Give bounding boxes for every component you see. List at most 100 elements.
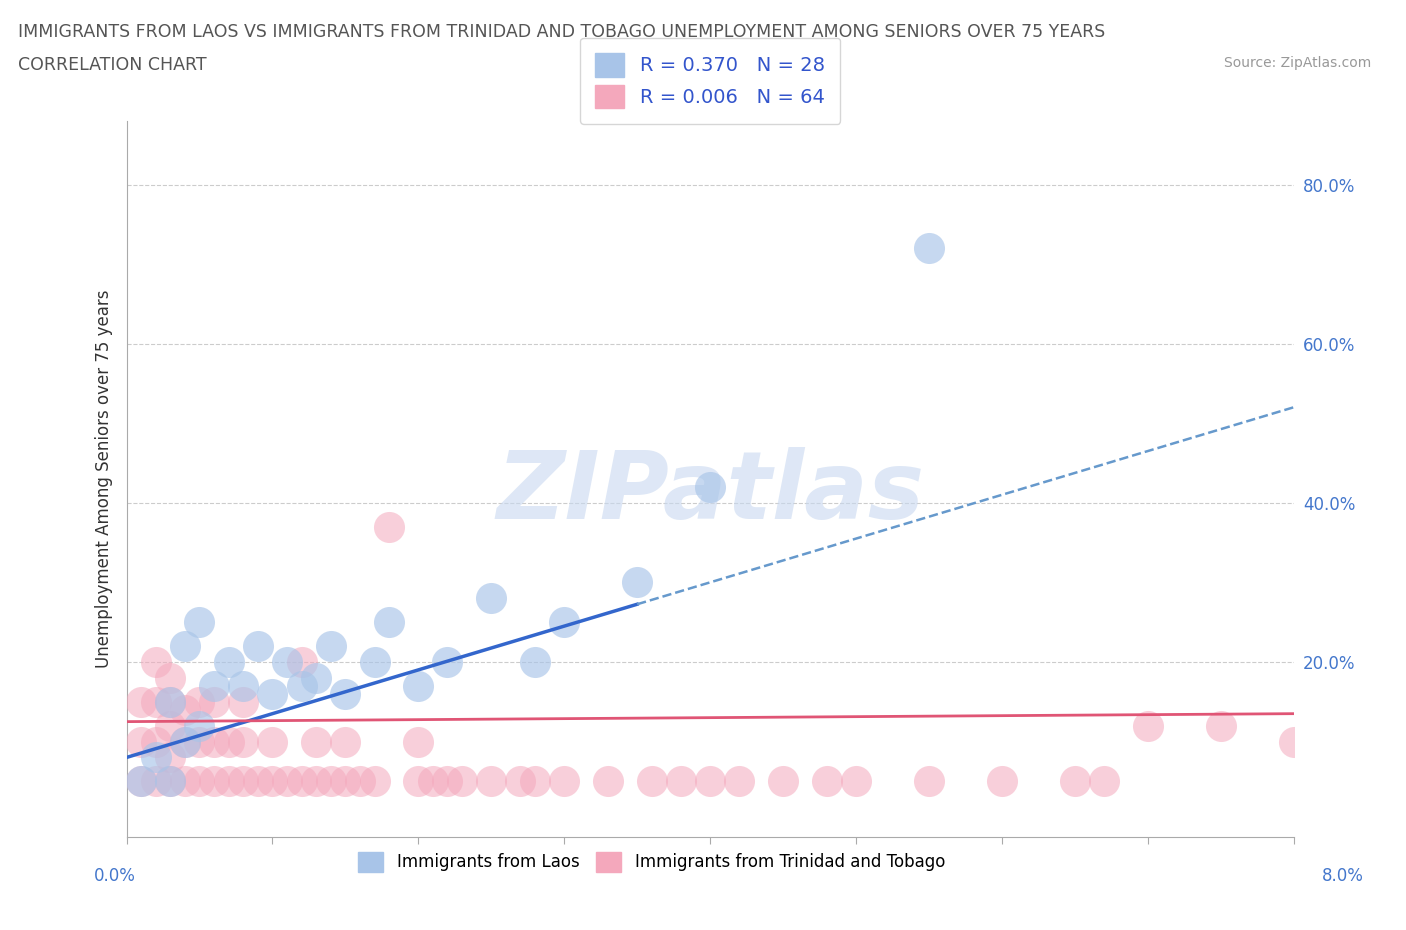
Point <box>335 686 357 701</box>
Point <box>129 774 152 789</box>
Text: 8.0%: 8.0% <box>1322 867 1364 885</box>
Point <box>129 695 152 710</box>
Point <box>363 655 385 670</box>
Point <box>145 655 167 670</box>
Point <box>276 774 298 789</box>
Point <box>188 718 211 733</box>
Point <box>509 774 531 789</box>
Point <box>845 774 868 789</box>
Text: IMMIGRANTS FROM LAOS VS IMMIGRANTS FROM TRINIDAD AND TOBAGO UNEMPLOYMENT AMONG S: IMMIGRANTS FROM LAOS VS IMMIGRANTS FROM … <box>18 23 1105 41</box>
Text: Source: ZipAtlas.com: Source: ZipAtlas.com <box>1223 56 1371 70</box>
Point <box>188 615 211 630</box>
Point <box>202 678 225 693</box>
Point <box>218 774 240 789</box>
Point <box>159 695 181 710</box>
Point <box>772 774 794 789</box>
Point <box>523 655 546 670</box>
Point <box>335 734 357 749</box>
Point <box>188 695 211 710</box>
Point <box>1282 734 1305 749</box>
Point <box>202 695 225 710</box>
Point <box>553 615 575 630</box>
Point <box>262 686 284 701</box>
Point <box>174 734 197 749</box>
Text: ZIPatlas: ZIPatlas <box>496 447 924 539</box>
Point <box>159 718 181 733</box>
Point <box>422 774 444 789</box>
Point <box>335 774 357 789</box>
Point <box>290 655 312 670</box>
Point <box>990 774 1012 789</box>
Point <box>436 774 458 789</box>
Point <box>626 575 648 590</box>
Point <box>174 639 197 654</box>
Point <box>1092 774 1115 789</box>
Point <box>523 774 546 789</box>
Point <box>159 774 181 789</box>
Point <box>232 695 254 710</box>
Point <box>918 774 941 789</box>
Point <box>145 734 167 749</box>
Point <box>699 480 721 495</box>
Point <box>408 678 430 693</box>
Point <box>174 734 197 749</box>
Point <box>305 671 328 685</box>
Point <box>246 774 269 789</box>
Point <box>174 774 197 789</box>
Point <box>145 750 167 764</box>
Point <box>378 615 401 630</box>
Point <box>918 241 941 256</box>
Point <box>1136 718 1159 733</box>
Point <box>262 734 284 749</box>
Point <box>232 678 254 693</box>
Point <box>218 655 240 670</box>
Point <box>669 774 692 789</box>
Point <box>596 774 619 789</box>
Point <box>349 774 371 789</box>
Point <box>159 774 181 789</box>
Point <box>451 774 474 789</box>
Point <box>436 655 458 670</box>
Point <box>159 671 181 685</box>
Point <box>640 774 664 789</box>
Text: 0.0%: 0.0% <box>94 867 136 885</box>
Point <box>699 774 721 789</box>
Point <box>1063 774 1085 789</box>
Point <box>1209 718 1232 733</box>
Point <box>319 639 342 654</box>
Point <box>305 734 328 749</box>
Point <box>174 702 197 717</box>
Point <box>553 774 575 789</box>
Y-axis label: Unemployment Among Seniors over 75 years: Unemployment Among Seniors over 75 years <box>94 290 112 668</box>
Point <box>202 734 225 749</box>
Point <box>246 639 269 654</box>
Point <box>290 774 312 789</box>
Point <box>129 734 152 749</box>
Point <box>159 750 181 764</box>
Point <box>202 774 225 789</box>
Point <box>815 774 838 789</box>
Point <box>290 678 312 693</box>
Point <box>378 519 401 534</box>
Text: CORRELATION CHART: CORRELATION CHART <box>18 56 207 73</box>
Point <box>145 774 167 789</box>
Point <box>319 774 342 789</box>
Point <box>305 774 328 789</box>
Point <box>129 774 152 789</box>
Point <box>232 734 254 749</box>
Point <box>232 774 254 789</box>
Point <box>159 695 181 710</box>
Point <box>262 774 284 789</box>
Point <box>408 734 430 749</box>
Point <box>728 774 751 789</box>
Legend: Immigrants from Laos, Immigrants from Trinidad and Tobago: Immigrants from Laos, Immigrants from Tr… <box>352 845 952 879</box>
Point <box>145 695 167 710</box>
Point <box>188 734 211 749</box>
Point <box>363 774 385 789</box>
Point <box>218 734 240 749</box>
Point <box>479 774 502 789</box>
Point <box>188 774 211 789</box>
Point <box>408 774 430 789</box>
Point <box>479 591 502 605</box>
Point <box>276 655 298 670</box>
